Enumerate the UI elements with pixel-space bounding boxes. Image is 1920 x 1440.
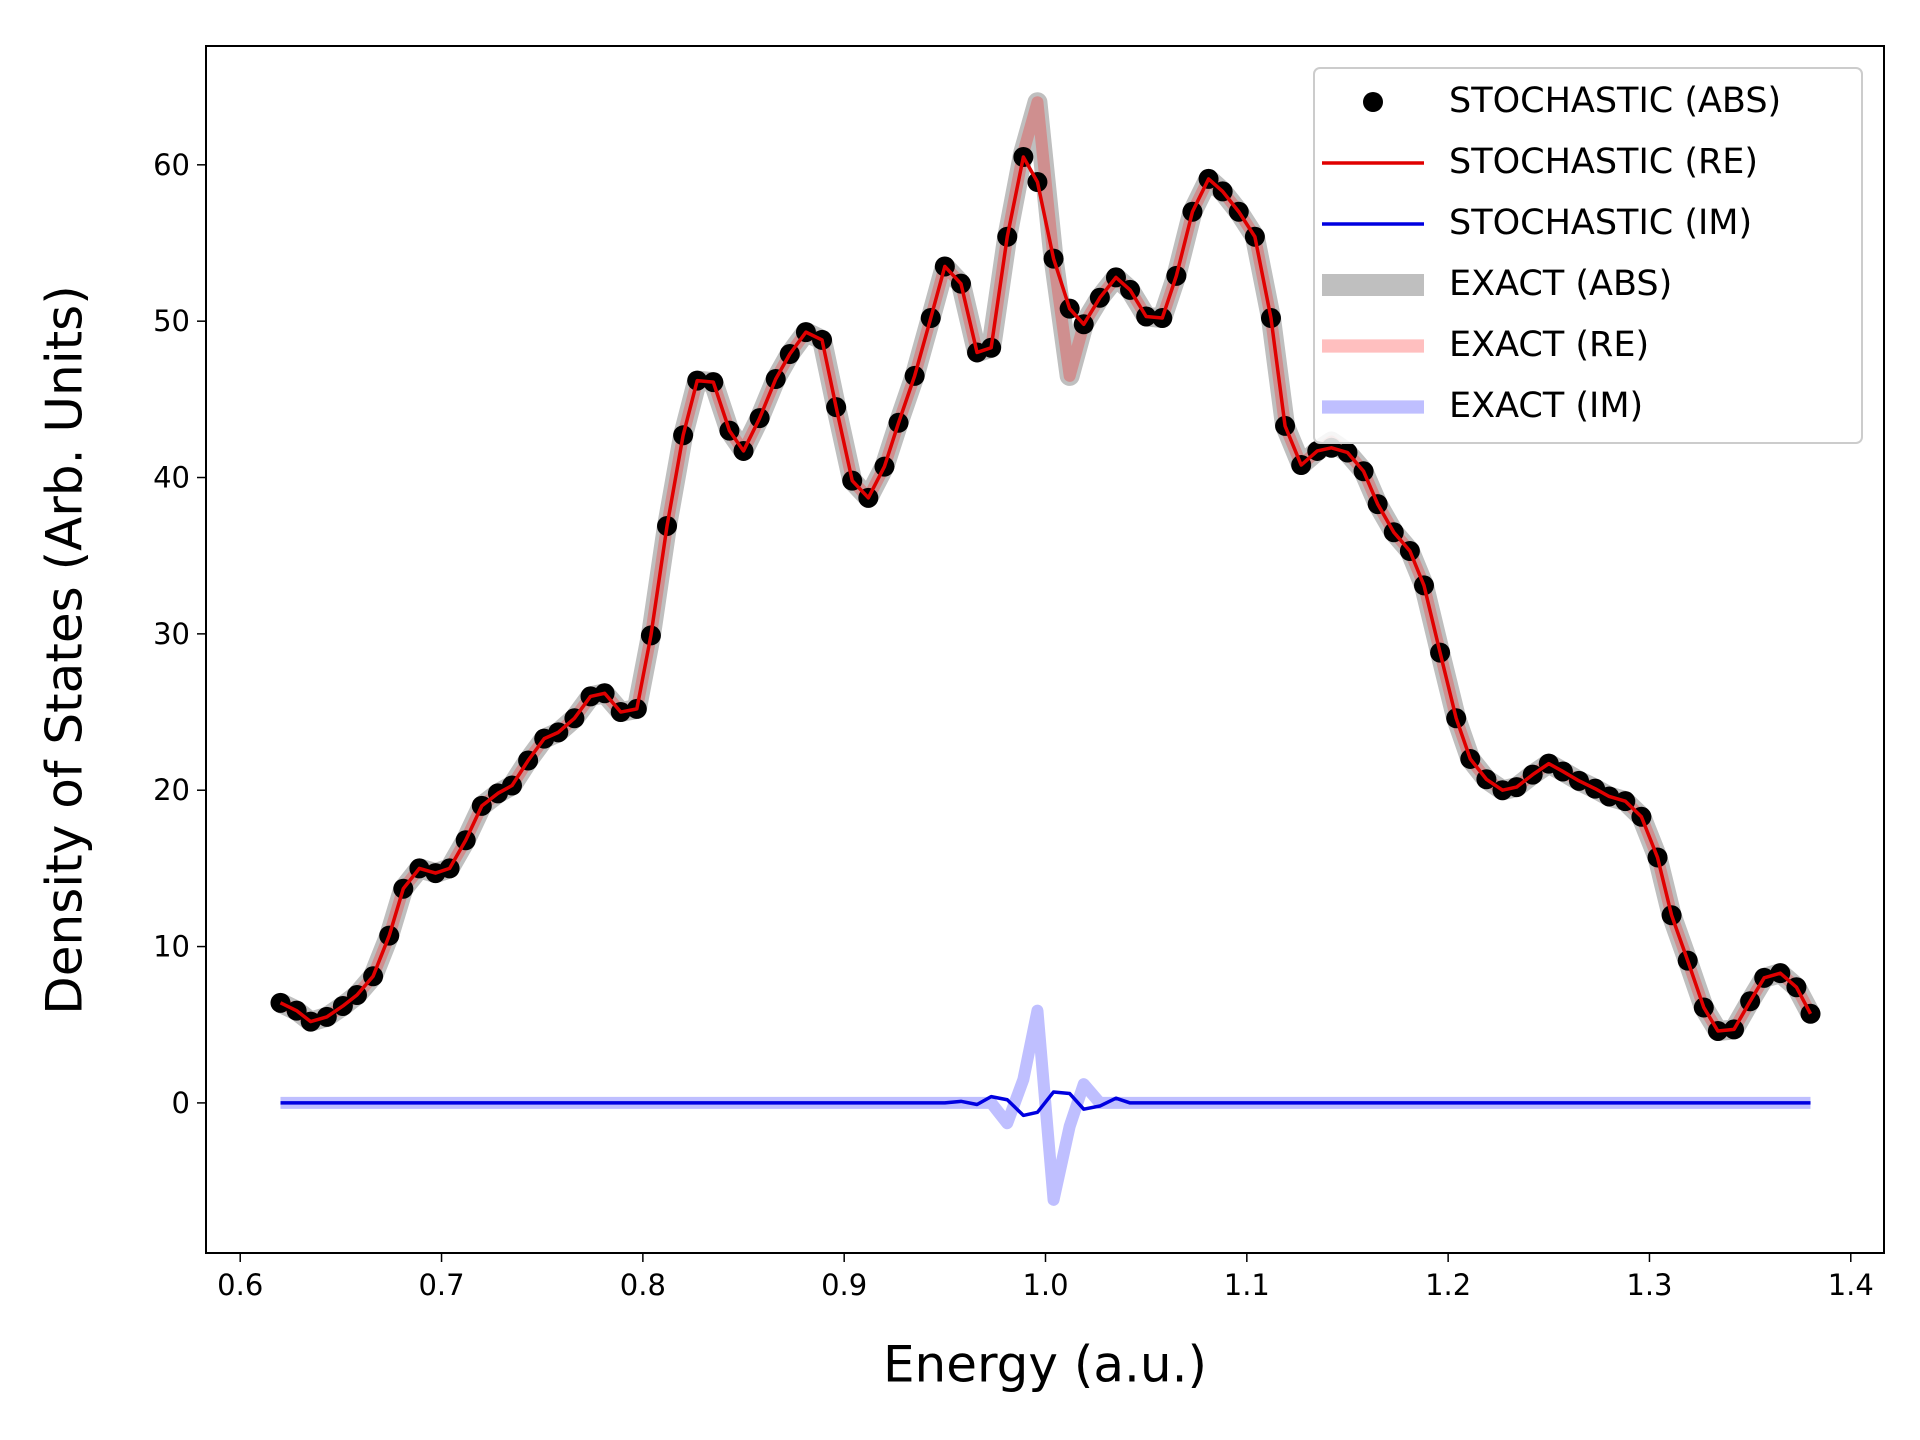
legend-label: EXACT (ABS) (1449, 264, 1672, 304)
y-axis-label: Density of States (Arb. Units) (36, 285, 94, 1015)
x-tick-label: 0.8 (620, 1268, 666, 1302)
legend-marker (1363, 92, 1383, 112)
x-axis-label: Energy (a.u.) (883, 1336, 1207, 1394)
legend: STOCHASTIC (ABS) STOCHASTIC (RE) STOCHASTI… (1313, 67, 1863, 444)
x-tick-label: 1.4 (1828, 1268, 1874, 1302)
plot-area (270, 92, 1821, 1206)
plot-frame (205, 45, 1885, 1254)
x-tick-label: 1.0 (1022, 1268, 1068, 1302)
x-tick-label: 1.1 (1224, 1268, 1270, 1302)
legend-label: STOCHASTIC (RE) (1449, 142, 1758, 182)
series-line (280, 1004, 1811, 1206)
y-tick-label: 20 (153, 773, 190, 807)
legend-label: STOCHASTIC (ABS) (1449, 81, 1781, 121)
x-tick-label: 0.9 (821, 1268, 867, 1302)
legend-label: STOCHASTIC (IM) (1449, 203, 1752, 243)
y-tick-label: 30 (153, 617, 190, 651)
y-tick-label: 60 (153, 148, 190, 182)
series-line (279, 155, 1813, 1033)
x-tick-label: 0.6 (217, 1268, 263, 1302)
series-line (280, 1090, 1811, 1118)
y-tick-label: 0 (172, 1086, 190, 1120)
legend-label: EXACT (RE) (1449, 325, 1649, 365)
x-tick-label: 0.7 (418, 1268, 464, 1302)
x-tick-label: 1.3 (1626, 1268, 1672, 1302)
y-tick-label: 40 (153, 461, 190, 495)
legend-label: EXACT (IM) (1449, 386, 1643, 426)
y-tick-label: 10 (153, 930, 190, 964)
y-tick-label: 50 (153, 304, 190, 338)
legend-box (1313, 67, 1863, 444)
x-tick-label: 1.2 (1425, 1268, 1471, 1302)
